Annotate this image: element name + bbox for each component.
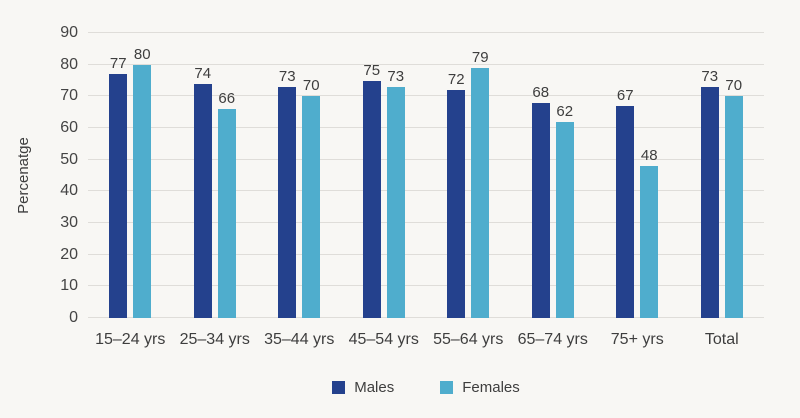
bar-females-45-54-yrs xyxy=(386,86,405,318)
bar-group-55-64-yrs: 72 79 xyxy=(426,33,511,318)
value-label-males-15-24-yrs: 77 xyxy=(109,55,127,73)
gridline-60 xyxy=(88,127,764,128)
gridline-80 xyxy=(88,63,764,65)
bar-group-65-74-yrs: 68 62 xyxy=(511,33,596,318)
y-tick-label-50: 50 xyxy=(60,150,78,168)
bar-males-65-74-yrs xyxy=(531,102,550,318)
gridline-70 xyxy=(88,95,764,97)
y-tick-label-70: 70 xyxy=(60,87,78,105)
bar-group-total: 73 70 xyxy=(680,33,765,318)
value-label-males-35-44-yrs: 73 xyxy=(278,67,296,85)
bar-females-total xyxy=(724,96,743,318)
gridline-40 xyxy=(88,190,764,192)
bar-males-total xyxy=(700,86,719,318)
x-tick-label-25-34-yrs: 25–34 yrs xyxy=(179,331,250,348)
bar-group-75-yrs: 67 48 xyxy=(595,33,680,318)
bar-unit-females-15-24-yrs: 80 xyxy=(133,33,152,318)
gridline-0 xyxy=(88,317,764,318)
legend-item-females: Females xyxy=(440,379,520,396)
x-tick-label-65-74-yrs: 65–74 yrs xyxy=(517,331,588,348)
value-label-females-15-24-yrs: 80 xyxy=(133,45,151,63)
bar-males-15-24-yrs xyxy=(109,74,128,318)
bar-unit-males-45-54-yrs: 75 xyxy=(362,33,381,318)
bar-females-25-34-yrs xyxy=(217,109,236,318)
y-tick-label-20: 20 xyxy=(60,245,78,263)
value-label-males-total: 73 xyxy=(701,67,719,85)
bar-males-75-yrs xyxy=(616,105,635,318)
gridline-90 xyxy=(88,32,764,33)
bar-males-35-44-yrs xyxy=(278,86,297,318)
y-tick-label-0: 0 xyxy=(69,309,78,326)
legend: Males Females xyxy=(88,379,764,396)
plot-area: 77 80 74 66 73 70 75 73 72 79 68 62 67 48 73 70 xyxy=(88,32,764,318)
females-swatch-icon xyxy=(440,381,454,394)
value-label-males-75-yrs: 67 xyxy=(616,86,634,104)
bar-groups: 77 80 74 66 73 70 75 73 72 79 68 62 67 48 73 70 xyxy=(88,33,764,318)
value-label-females-75-yrs: 48 xyxy=(640,147,658,164)
bar-unit-males-65-74-yrs: 68 xyxy=(531,33,550,318)
bar-unit-males-35-44-yrs: 73 xyxy=(278,33,297,318)
bar-unit-males-total: 73 xyxy=(700,33,719,318)
bar-unit-females-35-44-yrs: 70 xyxy=(302,33,321,318)
legend-label-males: Males xyxy=(354,379,395,396)
x-tick-label-15-24-yrs: 15–24 yrs xyxy=(95,331,166,348)
bar-unit-males-15-24-yrs: 77 xyxy=(109,33,128,318)
bar-females-75-yrs xyxy=(640,166,659,318)
gridline-50 xyxy=(88,158,764,160)
y-tick-label-90: 90 xyxy=(60,24,78,41)
x-tick-label-75-yrs: 75+ yrs xyxy=(610,331,664,348)
value-label-females-55-64-yrs: 79 xyxy=(471,48,489,66)
bar-group-25-34-yrs: 74 66 xyxy=(173,33,258,318)
y-tick-label-30: 30 xyxy=(60,214,78,231)
bar-females-65-74-yrs xyxy=(555,121,574,318)
y-axis-ticks: 0 10 20 30 40 50 60 70 80 90 xyxy=(0,25,78,326)
bar-males-55-64-yrs xyxy=(447,90,466,318)
bar-group-45-54-yrs: 75 73 xyxy=(342,33,427,318)
x-tick-label-45-54-yrs: 45–54 yrs xyxy=(348,331,419,348)
bar-females-15-24-yrs xyxy=(133,64,152,318)
value-label-males-25-34-yrs: 74 xyxy=(194,64,212,82)
y-tick-label-10: 10 xyxy=(60,277,78,295)
y-tick-label-40: 40 xyxy=(60,182,78,200)
bar-group-35-44-yrs: 73 70 xyxy=(257,33,342,318)
bar-unit-males-75-yrs: 67 xyxy=(616,33,635,318)
value-label-males-55-64-yrs: 72 xyxy=(447,71,465,88)
value-label-males-45-54-yrs: 75 xyxy=(363,61,381,79)
bar-females-35-44-yrs xyxy=(302,96,321,318)
y-tick-label-60: 60 xyxy=(60,119,78,136)
gridline-10 xyxy=(88,285,764,287)
bar-males-45-54-yrs xyxy=(362,80,381,318)
value-label-females-total: 70 xyxy=(725,77,743,95)
value-label-females-65-74-yrs: 62 xyxy=(556,102,574,120)
value-label-males-65-74-yrs: 68 xyxy=(532,83,550,101)
legend-label-females: Females xyxy=(462,379,520,396)
bar-unit-females-55-64-yrs: 79 xyxy=(471,33,490,318)
x-tick-label-total: Total xyxy=(704,331,739,348)
value-label-females-25-34-yrs: 66 xyxy=(218,90,236,107)
value-label-females-45-54-yrs: 73 xyxy=(387,67,405,85)
males-swatch-icon xyxy=(332,381,346,394)
bar-unit-females-45-54-yrs: 73 xyxy=(386,33,405,318)
value-label-females-35-44-yrs: 70 xyxy=(302,77,320,95)
x-axis-labels: 15–24 yrs 25–34 yrs 35–44 yrs 45–54 yrs 55–6… xyxy=(88,331,764,349)
bar-group-15-24-yrs: 77 80 xyxy=(88,33,173,318)
legend-item-males: Males xyxy=(332,379,394,396)
bar-unit-females-75-yrs: 48 xyxy=(640,33,659,318)
bar-unit-females-total: 70 xyxy=(724,33,743,318)
gridline-30 xyxy=(88,222,764,223)
bar-males-25-34-yrs xyxy=(193,83,212,318)
bar-unit-females-65-74-yrs: 62 xyxy=(555,33,574,318)
bar-unit-males-25-34-yrs: 74 xyxy=(193,33,212,318)
bar-females-55-64-yrs xyxy=(471,67,490,318)
gridline-20 xyxy=(88,253,764,255)
bar-unit-males-55-64-yrs: 72 xyxy=(447,33,466,318)
x-tick-label-35-44-yrs: 35–44 yrs xyxy=(264,331,335,348)
y-tick-label-80: 80 xyxy=(60,55,78,73)
x-tick-label-55-64-yrs: 55–64 yrs xyxy=(433,331,504,348)
bar-unit-females-25-34-yrs: 66 xyxy=(217,33,236,318)
